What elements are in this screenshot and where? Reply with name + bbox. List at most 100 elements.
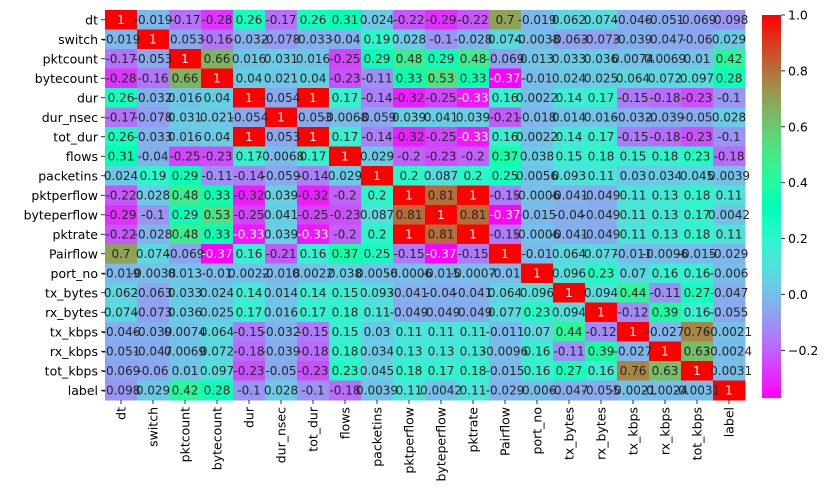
- heatmap-cell: [233, 29, 266, 50]
- heatmap-cell: [265, 185, 298, 206]
- heatmap-cell-label: -0.019: [518, 13, 557, 27]
- heatmap-cell-label: -0.15: [233, 325, 264, 339]
- heatmap-cell: [489, 68, 522, 89]
- heatmap-cell-label: 0.14: [236, 286, 263, 300]
- heatmap-cell-label: -0.11: [361, 71, 392, 85]
- heatmap-cell: [201, 127, 234, 147]
- heatmap-cell-label: 0.094: [552, 305, 586, 319]
- heatmap-cell: [617, 302, 650, 323]
- heatmap-cell: [329, 49, 362, 69]
- heatmap-cell: [265, 283, 298, 303]
- heatmap-cell: [265, 224, 298, 245]
- heatmap-cell-label: 0.18: [396, 364, 423, 378]
- heatmap-cell-label: -0.22: [105, 188, 136, 202]
- heatmap-cell: [201, 10, 234, 30]
- heatmap-cell: [297, 283, 330, 303]
- heatmap-cell-label: 0.2: [399, 169, 418, 183]
- x-axis-tick-label: dur: [242, 406, 257, 428]
- heatmap-cell-label: 1: [117, 13, 125, 27]
- heatmap-cell: [617, 185, 650, 206]
- heatmap-cell-label: 0.42: [716, 52, 743, 66]
- heatmap-cell: [265, 263, 298, 284]
- heatmap-cell: [553, 185, 586, 206]
- heatmap-cell: [169, 361, 202, 381]
- heatmap-cell-label: 0.27: [556, 364, 583, 378]
- heatmap-cell: [425, 127, 458, 147]
- heatmap-cell-label: -0.05: [681, 110, 712, 124]
- heatmap-cell: [169, 244, 202, 264]
- heatmap-cell-label: -0.15: [489, 227, 520, 241]
- heatmap-cell-label: 0.17: [236, 305, 263, 319]
- heatmap-cell: [553, 205, 586, 225]
- x-axis-tick-label: byteperflow: [434, 407, 449, 481]
- heatmap-cell-label: 0.0074: [164, 325, 206, 339]
- heatmap-cell-label: 0.81: [460, 208, 487, 222]
- heatmap-cell-label: 0.11: [460, 325, 487, 339]
- heatmap-cell: [617, 166, 650, 186]
- heatmap-cell: [393, 283, 426, 303]
- heatmap-cell: [425, 88, 458, 108]
- heatmap-cell: [489, 302, 522, 323]
- heatmap-cell-label: 0.016: [296, 52, 330, 66]
- heatmap-cell-label: 0.024: [360, 13, 394, 27]
- x-axis-tick-label: dur_nsec: [274, 407, 289, 463]
- heatmap-cell: [649, 29, 682, 50]
- heatmap-cell-label: 0.074: [104, 305, 138, 319]
- heatmap-cell: [265, 10, 298, 30]
- heatmap-cell-label: 0.034: [360, 344, 394, 358]
- heatmap-cell: [233, 127, 266, 147]
- x-axis-tick-label: pktcount: [178, 407, 193, 462]
- heatmap-cell-label: -0.039: [134, 325, 173, 339]
- heatmap-cell-label: -0.29: [425, 13, 456, 27]
- heatmap-cell: [681, 10, 714, 30]
- heatmap-cell: [489, 185, 522, 206]
- heatmap-cell-label: -0.015: [486, 364, 525, 378]
- heatmap-cell: [585, 244, 618, 264]
- heatmap-cell: [105, 185, 138, 206]
- heatmap-cell-label: 0.26: [300, 13, 327, 27]
- heatmap-cell-label: -0.15: [457, 247, 488, 261]
- heatmap-cell: [169, 68, 202, 89]
- y-axis-tick-label: pktperflow: [31, 188, 98, 203]
- heatmap-cell-label: -0.32: [393, 130, 424, 144]
- heatmap-cell: [361, 166, 394, 186]
- heatmap-cell-label: 0.062: [104, 286, 138, 300]
- heatmap-cell-label: 0.2: [367, 188, 386, 202]
- heatmap-cell: [297, 68, 330, 89]
- heatmap-cell: [553, 29, 586, 50]
- heatmap-cell-label: -0.039: [262, 344, 301, 358]
- heatmap-cell: [553, 88, 586, 108]
- heatmap-cell-label: 0.25: [364, 247, 391, 261]
- heatmap-cell-label: 1: [565, 286, 573, 300]
- heatmap-cell: [649, 10, 682, 30]
- heatmap-cell-label: 0.016: [232, 52, 266, 66]
- heatmap-cell-label: 0.034: [648, 169, 682, 183]
- heatmap-cell-label: -0.0006: [514, 188, 560, 202]
- heatmap-cell: [297, 107, 330, 128]
- heatmap-cell-label: 0.13: [396, 344, 423, 358]
- heatmap-cell: [457, 322, 490, 342]
- heatmap-cell-label: -0.032: [134, 91, 173, 105]
- heatmap-cell: [169, 185, 202, 206]
- heatmap-cell: [137, 166, 170, 186]
- heatmap-cell: [489, 146, 522, 167]
- heatmap-cell: [329, 263, 362, 284]
- heatmap-cell-label: 0.15: [620, 149, 647, 163]
- heatmap-cell: [329, 205, 362, 225]
- x-axis-tick-label: pktrate: [466, 407, 481, 453]
- heatmap-cell-label: 1: [469, 188, 477, 202]
- heatmap-cell-label: -0.23: [425, 149, 456, 163]
- heatmap-cell: [585, 68, 618, 89]
- heatmap-cell-label: 0.63: [684, 344, 711, 358]
- heatmap-cell: [393, 224, 426, 245]
- heatmap-cell: [393, 341, 426, 362]
- heatmap-cell: [713, 244, 746, 264]
- heatmap-cell: [425, 322, 458, 342]
- heatmap-cell-label: 0.07: [524, 325, 551, 339]
- colorbar: 1.0 0.8 0.6 0.4 0.2 0.0 −0.2: [762, 8, 818, 398]
- heatmap-cell: [361, 10, 394, 30]
- heatmap-cell: [233, 166, 266, 186]
- heatmap-cell: [617, 107, 650, 128]
- heatmap-cell: [521, 29, 554, 50]
- y-axis-tick-label: packetins: [38, 168, 98, 183]
